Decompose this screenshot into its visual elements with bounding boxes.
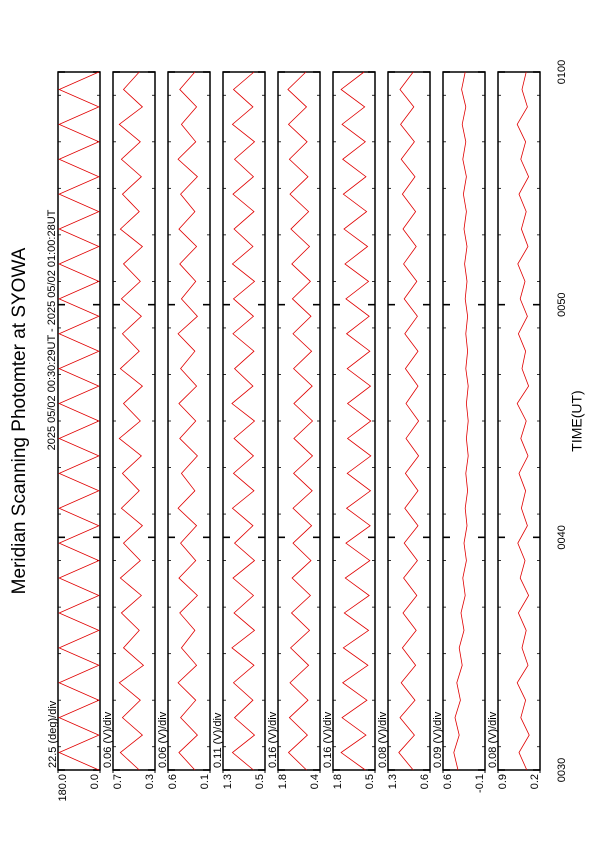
- data-line: [453, 71, 469, 771]
- panel-frame: [167, 71, 211, 771]
- data-line: [58, 71, 100, 771]
- scale-label: 0.16 (V)/div: [267, 711, 279, 768]
- data-line: [287, 71, 314, 771]
- y-tick-label: 0.6: [167, 774, 179, 789]
- y-tick-label: 1.8: [277, 774, 289, 789]
- x-tick-label: 0030: [556, 758, 568, 782]
- y-tick-label: 1.3: [387, 774, 399, 789]
- panel-frame: [277, 71, 321, 771]
- y-tick-label: 0.9: [497, 774, 509, 789]
- panel-frame: [112, 71, 156, 771]
- y-tick-label: 1.8: [332, 774, 344, 789]
- y-tick-label: 180.0: [57, 774, 69, 802]
- y-tick-label: 0.3: [144, 774, 156, 789]
- x-axis-label: TIME(UT): [569, 390, 585, 451]
- data-line: [398, 71, 420, 771]
- panel-frame: [387, 71, 431, 771]
- data-line: [516, 71, 530, 771]
- x-tick-label: 0040: [556, 525, 568, 549]
- data-line: [177, 71, 198, 771]
- y-tick-label: -0.1: [474, 774, 486, 793]
- y-tick-label: 0.0: [89, 774, 101, 789]
- rotated-chart: Meridian Scanning Photomter at SYOWA 202…: [9, 60, 585, 802]
- scale-label: 0.16 (V)/div: [322, 711, 334, 768]
- data-line: [340, 71, 372, 771]
- y-tick-label: 0.6: [419, 774, 431, 789]
- scale-label: 0.08 (V)/div: [487, 711, 499, 768]
- scale-label: 0.06 (V)/div: [102, 711, 114, 768]
- panel-frame: [222, 71, 266, 771]
- y-tick-label: 0.2: [529, 774, 541, 789]
- data-line: [118, 71, 145, 771]
- x-tick-label: 0100: [556, 60, 568, 84]
- panel-frame: [332, 71, 376, 771]
- scale-label: 0.11 (V)/div: [212, 712, 224, 768]
- x-tick-label: 0050: [556, 292, 568, 316]
- y-tick-label: 1.3: [222, 774, 234, 789]
- data-line: [231, 71, 256, 771]
- scale-label: 0.09 (V)/div: [432, 711, 444, 768]
- y-tick-label: 0.1: [199, 774, 211, 789]
- chart-subtitle: 2025 05/02 00:30:29UT - 2025 05/02 01:00…: [46, 209, 58, 450]
- chart-title: Meridian Scanning Photomter at SYOWA: [9, 247, 30, 594]
- y-tick-label: 0.5: [364, 774, 376, 789]
- scale-label: 0.06 (V)/div: [157, 711, 169, 768]
- panel-frame: [57, 71, 101, 771]
- y-tick-label: 0.7: [112, 774, 124, 789]
- scale-label: 0.08 (V)/div: [377, 711, 389, 768]
- y-tick-label: 0.5: [254, 774, 266, 789]
- panel-frame: [442, 71, 486, 771]
- y-tick-label: 0.6: [442, 774, 454, 789]
- panel-frame: [497, 71, 541, 771]
- scale-label: 22.5 (deg)/div: [47, 700, 59, 768]
- y-tick-label: 0.4: [309, 774, 321, 789]
